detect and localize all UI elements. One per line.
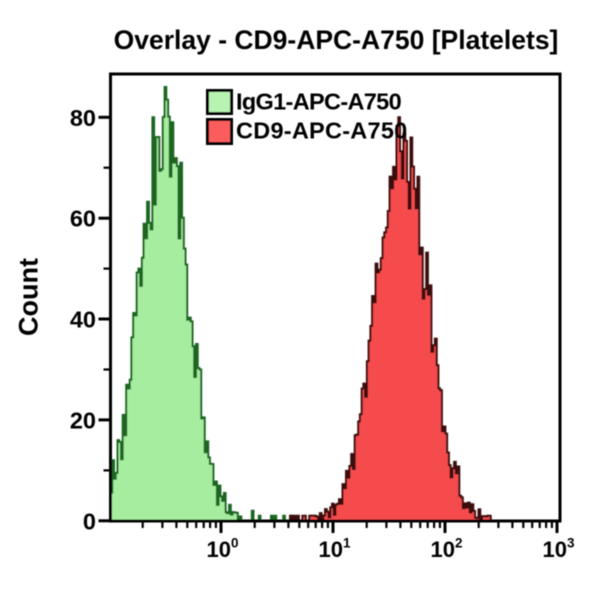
svg-text:IgG1-APC-A750: IgG1-APC-A750 xyxy=(236,89,402,115)
svg-text:80: 80 xyxy=(70,105,96,131)
svg-text:Count: Count xyxy=(14,258,44,336)
svg-text:Overlay - CD9-APC-A750 [Platel: Overlay - CD9-APC-A750 [Platelets] xyxy=(114,25,559,55)
svg-text:0: 0 xyxy=(83,508,96,534)
svg-text:20: 20 xyxy=(70,407,96,433)
svg-text:103: 103 xyxy=(543,536,575,563)
svg-text:40: 40 xyxy=(70,307,96,333)
svg-text:CD9-APC-A750: CD9-APC-A750 xyxy=(236,118,407,144)
svg-text:60: 60 xyxy=(70,206,96,232)
